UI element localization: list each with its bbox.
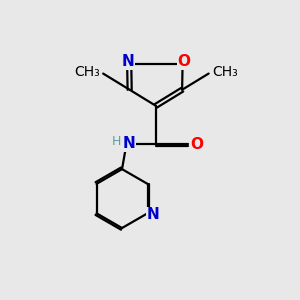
Text: N: N: [146, 207, 159, 222]
Text: O: O: [178, 54, 190, 69]
Text: N: N: [122, 54, 134, 69]
Text: N: N: [122, 136, 135, 151]
Text: CH₃: CH₃: [212, 65, 238, 79]
Text: O: O: [190, 136, 204, 152]
Text: CH₃: CH₃: [74, 65, 100, 79]
Text: H: H: [112, 135, 121, 148]
